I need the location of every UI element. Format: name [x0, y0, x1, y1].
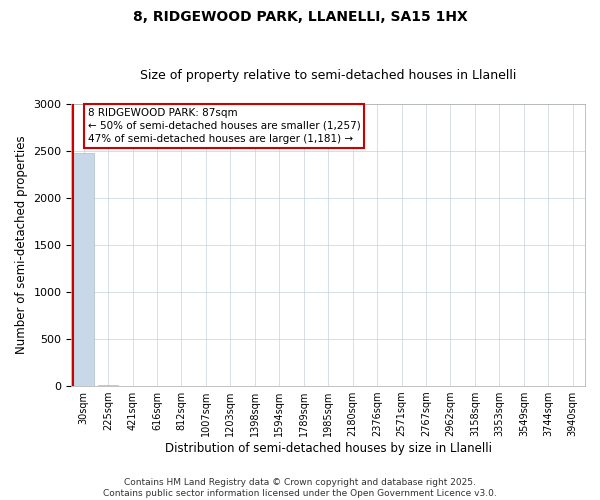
- Text: 8, RIDGEWOOD PARK, LLANELLI, SA15 1HX: 8, RIDGEWOOD PARK, LLANELLI, SA15 1HX: [133, 10, 467, 24]
- X-axis label: Distribution of semi-detached houses by size in Llanelli: Distribution of semi-detached houses by …: [165, 442, 492, 455]
- Title: Size of property relative to semi-detached houses in Llanelli: Size of property relative to semi-detach…: [140, 69, 517, 82]
- Y-axis label: Number of semi-detached properties: Number of semi-detached properties: [15, 136, 28, 354]
- Text: Contains HM Land Registry data © Crown copyright and database right 2025.
Contai: Contains HM Land Registry data © Crown c…: [103, 478, 497, 498]
- Bar: [73, 153, 94, 386]
- Text: 8 RIDGEWOOD PARK: 87sqm
← 50% of semi-detached houses are smaller (1,257)
47% of: 8 RIDGEWOOD PARK: 87sqm ← 50% of semi-de…: [88, 108, 361, 144]
